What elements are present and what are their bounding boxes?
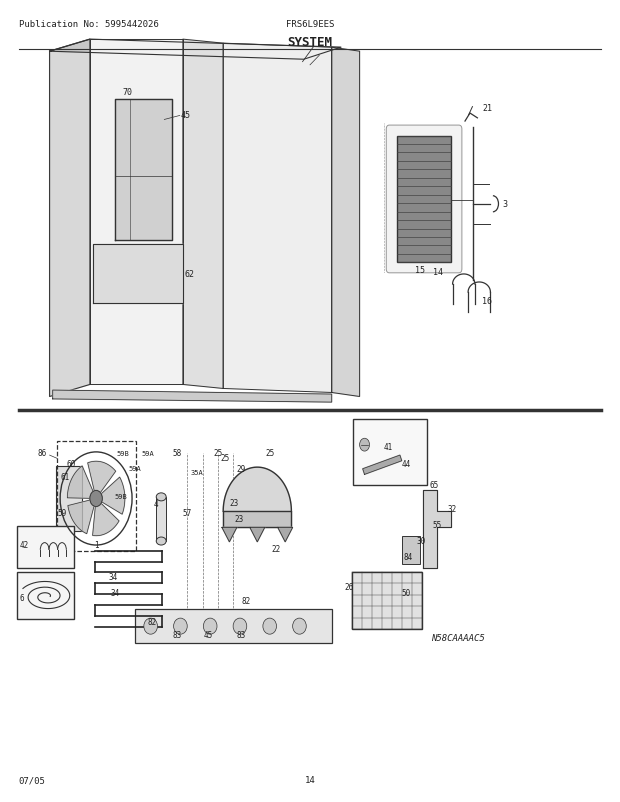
Text: 59B: 59B bbox=[115, 494, 128, 500]
Text: 32: 32 bbox=[448, 504, 457, 513]
Polygon shape bbox=[332, 48, 360, 397]
Text: 84: 84 bbox=[403, 553, 412, 561]
Ellipse shape bbox=[203, 618, 217, 634]
Bar bbox=[135, 610, 332, 643]
Ellipse shape bbox=[263, 618, 277, 634]
Text: 22: 22 bbox=[272, 545, 281, 553]
Ellipse shape bbox=[144, 618, 157, 634]
Text: 6: 6 bbox=[20, 593, 24, 602]
Text: 44: 44 bbox=[402, 460, 411, 468]
Text: 14: 14 bbox=[433, 267, 443, 276]
Polygon shape bbox=[278, 528, 293, 542]
Text: 60: 60 bbox=[67, 460, 76, 468]
Bar bbox=[57, 441, 136, 552]
Polygon shape bbox=[363, 456, 402, 475]
Polygon shape bbox=[53, 391, 332, 403]
Polygon shape bbox=[92, 499, 119, 536]
Text: 83: 83 bbox=[237, 630, 246, 638]
Text: 82: 82 bbox=[148, 617, 157, 626]
Text: 58: 58 bbox=[172, 448, 182, 457]
Text: 50: 50 bbox=[402, 588, 411, 597]
Text: 25: 25 bbox=[220, 453, 229, 462]
Polygon shape bbox=[423, 491, 451, 568]
Ellipse shape bbox=[174, 618, 187, 634]
Text: 15: 15 bbox=[415, 265, 425, 274]
Bar bbox=[353, 419, 427, 485]
Text: 59A: 59A bbox=[141, 451, 154, 456]
Text: 45: 45 bbox=[180, 111, 190, 119]
Text: 23: 23 bbox=[229, 498, 239, 507]
Text: 82: 82 bbox=[242, 596, 251, 605]
Polygon shape bbox=[222, 528, 237, 542]
Text: 25: 25 bbox=[265, 448, 275, 457]
Bar bbox=[352, 572, 422, 630]
Polygon shape bbox=[223, 512, 291, 528]
Text: 21: 21 bbox=[482, 103, 492, 112]
Text: 70: 70 bbox=[123, 87, 133, 96]
Bar bbox=[397, 136, 451, 263]
Text: 59A: 59A bbox=[129, 465, 142, 471]
Text: 59: 59 bbox=[57, 508, 66, 516]
Text: 61: 61 bbox=[61, 472, 70, 481]
Text: 41: 41 bbox=[383, 442, 392, 451]
Text: 26: 26 bbox=[344, 582, 353, 591]
Circle shape bbox=[90, 491, 102, 507]
Text: 29: 29 bbox=[237, 464, 246, 473]
Text: 35A: 35A bbox=[191, 470, 204, 476]
Text: 3: 3 bbox=[502, 200, 507, 209]
Polygon shape bbox=[223, 468, 291, 512]
Text: 55: 55 bbox=[433, 520, 442, 529]
Ellipse shape bbox=[156, 537, 166, 545]
Text: 86: 86 bbox=[37, 448, 46, 457]
Ellipse shape bbox=[293, 618, 306, 634]
Circle shape bbox=[360, 439, 370, 452]
Text: 59B: 59B bbox=[117, 451, 130, 456]
Bar bbox=[17, 526, 74, 568]
Polygon shape bbox=[223, 44, 332, 393]
Polygon shape bbox=[250, 528, 265, 542]
Polygon shape bbox=[183, 40, 223, 389]
Text: 4: 4 bbox=[154, 500, 158, 508]
Text: 25: 25 bbox=[214, 448, 223, 457]
Text: 65: 65 bbox=[429, 480, 438, 489]
Text: 07/05: 07/05 bbox=[19, 776, 45, 784]
Polygon shape bbox=[96, 477, 125, 515]
Text: 14: 14 bbox=[304, 776, 316, 784]
Ellipse shape bbox=[156, 493, 166, 501]
Bar bbox=[17, 573, 74, 619]
Text: 30: 30 bbox=[417, 537, 426, 545]
Polygon shape bbox=[87, 462, 116, 499]
Text: N58CAAAAC5: N58CAAAAC5 bbox=[431, 633, 485, 642]
Bar bbox=[156, 497, 166, 541]
Text: SYSTEM: SYSTEM bbox=[288, 36, 332, 49]
Text: 34: 34 bbox=[108, 572, 118, 581]
Polygon shape bbox=[50, 40, 341, 60]
Text: 1: 1 bbox=[94, 540, 99, 549]
Text: Publication No: 5995442026: Publication No: 5995442026 bbox=[19, 20, 158, 29]
Polygon shape bbox=[68, 466, 96, 499]
Text: 42: 42 bbox=[20, 540, 29, 549]
Polygon shape bbox=[68, 499, 96, 534]
Bar bbox=[402, 537, 420, 565]
Text: 16: 16 bbox=[482, 296, 492, 305]
Text: FRS6L9EES: FRS6L9EES bbox=[286, 20, 334, 29]
Text: 34: 34 bbox=[110, 588, 120, 597]
Text: 45: 45 bbox=[203, 630, 213, 638]
Ellipse shape bbox=[233, 618, 247, 634]
Polygon shape bbox=[50, 40, 90, 397]
Polygon shape bbox=[93, 245, 183, 303]
Polygon shape bbox=[115, 100, 172, 241]
Polygon shape bbox=[90, 40, 183, 385]
Text: 23: 23 bbox=[234, 514, 244, 523]
Text: 57: 57 bbox=[183, 508, 192, 516]
Text: 83: 83 bbox=[172, 630, 182, 638]
Text: 62: 62 bbox=[185, 269, 195, 278]
Bar bbox=[56, 467, 82, 531]
FancyBboxPatch shape bbox=[386, 126, 462, 273]
